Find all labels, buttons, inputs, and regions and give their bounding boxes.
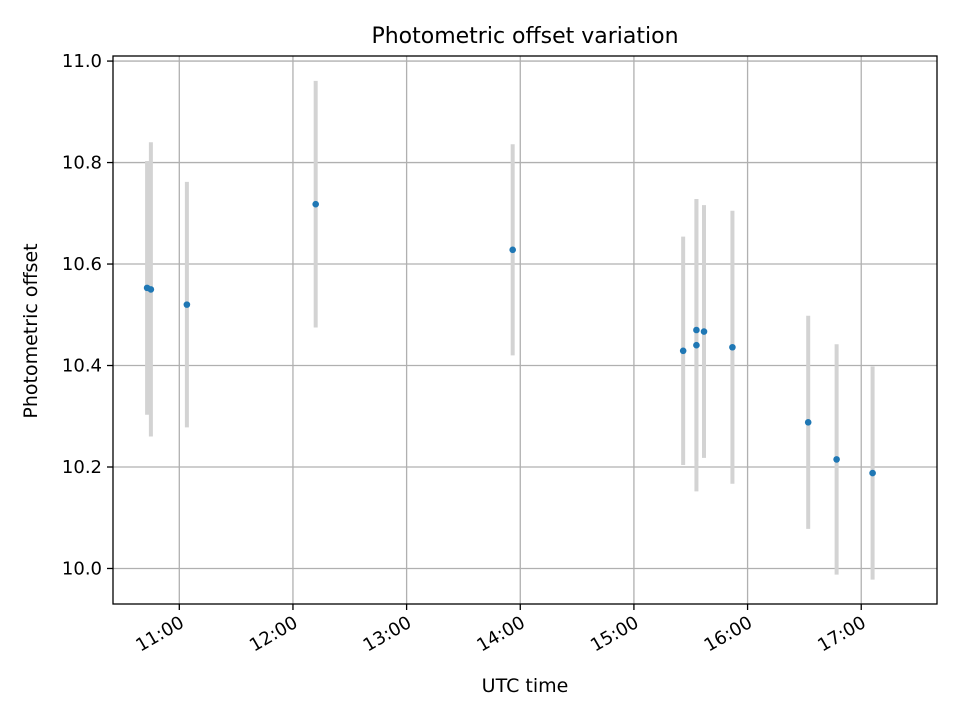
y-tick-label: 10.4 — [62, 356, 102, 377]
error-bars — [145, 80, 875, 580]
data-points — [143, 200, 876, 477]
data-point — [312, 200, 319, 208]
x-axis-label: UTC time — [482, 675, 569, 697]
x-tick-label: 17:00 — [814, 612, 869, 656]
data-point — [729, 343, 736, 351]
x-tick-label: 14:00 — [473, 612, 528, 656]
chart-title: Photometric offset variation — [371, 24, 678, 49]
y-axis-label: Photometric offset — [20, 243, 42, 418]
grid — [113, 56, 937, 604]
y-tick-label: 10.0 — [62, 558, 102, 579]
data-point — [147, 286, 155, 293]
data-point — [700, 328, 708, 335]
data-point — [869, 469, 876, 477]
y-tick-label: 10.6 — [62, 254, 102, 275]
y-tick-label: 11.0 — [62, 51, 102, 72]
x-tick-label: 13:00 — [360, 612, 415, 656]
data-point — [804, 419, 812, 426]
y-tick-label: 10.2 — [62, 457, 102, 478]
x-tick-label: 12:00 — [246, 612, 301, 656]
y-axis: 10.0 10.2 10.4 10.6 10.8 11.0 — [62, 51, 113, 579]
x-tick-label: 15:00 — [587, 612, 642, 656]
plot-frame — [112, 55, 938, 605]
x-tick-label: 11:00 — [132, 612, 187, 656]
data-point — [693, 341, 700, 349]
x-tick-label: 16:00 — [701, 612, 756, 656]
data-point — [693, 326, 700, 334]
data-point — [833, 456, 840, 463]
data-point — [679, 347, 687, 355]
data-point — [183, 301, 191, 308]
x-axis: 11:00 12:00 13:00 14:00 15:00 16:00 17:00 — [132, 604, 870, 656]
y-tick-label: 10.8 — [62, 153, 102, 174]
data-point — [509, 246, 516, 254]
